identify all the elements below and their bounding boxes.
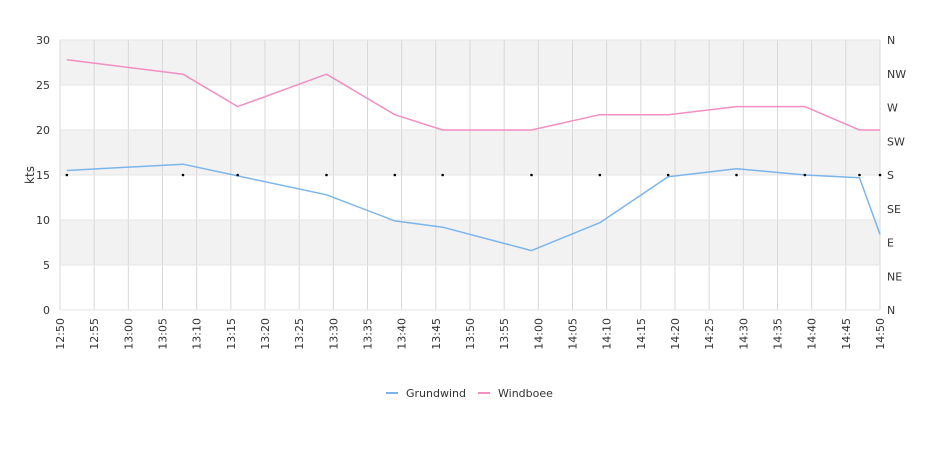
x-tick-label: 14:45 (840, 318, 853, 350)
horizontal-gridlines (60, 39, 880, 311)
x-tick-label: 13:55 (498, 318, 511, 350)
x-tick-label: 13:15 (225, 318, 238, 350)
legend-label-grundwind[interactable]: Grundwind (406, 387, 466, 400)
direction-tick-label: S (887, 169, 894, 182)
x-tick-label: 14:20 (669, 318, 682, 350)
direction-marker (441, 173, 444, 177)
x-tick-label: 13:50 (464, 318, 477, 350)
direction-marker (181, 173, 185, 177)
y-tick-label: 0 (43, 304, 50, 317)
direction-tick-label: NW (887, 68, 906, 81)
direction-marker (530, 173, 533, 177)
legend-label-windboee[interactable]: Windboee (498, 387, 553, 400)
x-tick-label: 14:25 (703, 318, 716, 350)
direction-tick-label: SE (887, 203, 901, 216)
x-tick-label: 13:00 (122, 318, 135, 350)
x-tick-label: 14:35 (772, 318, 785, 350)
direction-tick-label: E (887, 237, 894, 250)
direction-marker (858, 173, 861, 177)
direction-axis-tick-labels: N NE E SE S SW W NW N (887, 34, 906, 317)
x-tick-label: 14:15 (635, 318, 648, 350)
x-tick-label: 14:00 (532, 318, 545, 350)
direction-tick-label: W (887, 102, 898, 115)
y-tick-label: 30 (36, 34, 50, 47)
x-tick-label: 13:25 (293, 318, 306, 350)
x-tick-label: 14:50 (874, 318, 887, 350)
direction-marker (735, 173, 738, 177)
direction-marker (236, 173, 239, 177)
y-tick-label: 5 (43, 259, 50, 272)
legend: Grundwind Windboee (386, 387, 553, 400)
direction-marker (598, 173, 602, 177)
x-tick-label: 13:30 (327, 318, 340, 350)
direction-marker (803, 173, 807, 177)
y-tick-label: 20 (36, 124, 50, 137)
direction-tick-label: SW (887, 135, 905, 148)
x-tick-label: 13:35 (362, 318, 375, 350)
x-tick-label: 14:05 (567, 318, 580, 350)
x-tick-label: 13:40 (396, 318, 409, 350)
y-tick-label: 10 (36, 214, 50, 227)
x-tick-label: 13:20 (259, 318, 272, 350)
y-tick-label: 25 (36, 79, 50, 92)
direction-tick-label: N (887, 304, 895, 317)
y-axis-title: kts (23, 166, 37, 184)
x-tick-label: 14:40 (806, 318, 819, 350)
x-tick-label: 14:10 (601, 318, 614, 350)
y-axis-tick-labels: 0 5 10 15 20 25 30 (36, 34, 50, 317)
x-axis-tick-labels: 12:50 12:55 13:00 13:05 13:10 13:15 13:20 13:25… (54, 318, 887, 350)
series-line-windboee (66, 59, 880, 131)
direction-marker (393, 173, 397, 177)
direction-marker (878, 173, 882, 177)
x-tick-label: 13:05 (157, 318, 170, 350)
x-tick-label: 12:55 (88, 318, 101, 350)
x-tick-label: 13:10 (191, 318, 204, 350)
x-tick-label: 14:30 (737, 318, 750, 350)
direction-marker (666, 173, 670, 177)
direction-marker (65, 173, 69, 177)
direction-markers (65, 173, 882, 177)
y-tick-label: 15 (36, 169, 50, 182)
direction-marker (325, 173, 328, 177)
x-tick-label: 12:50 (54, 318, 67, 350)
x-tick-label: 13:45 (430, 318, 443, 350)
direction-tick-label: NE (887, 270, 902, 283)
direction-tick-label: N (887, 34, 895, 47)
